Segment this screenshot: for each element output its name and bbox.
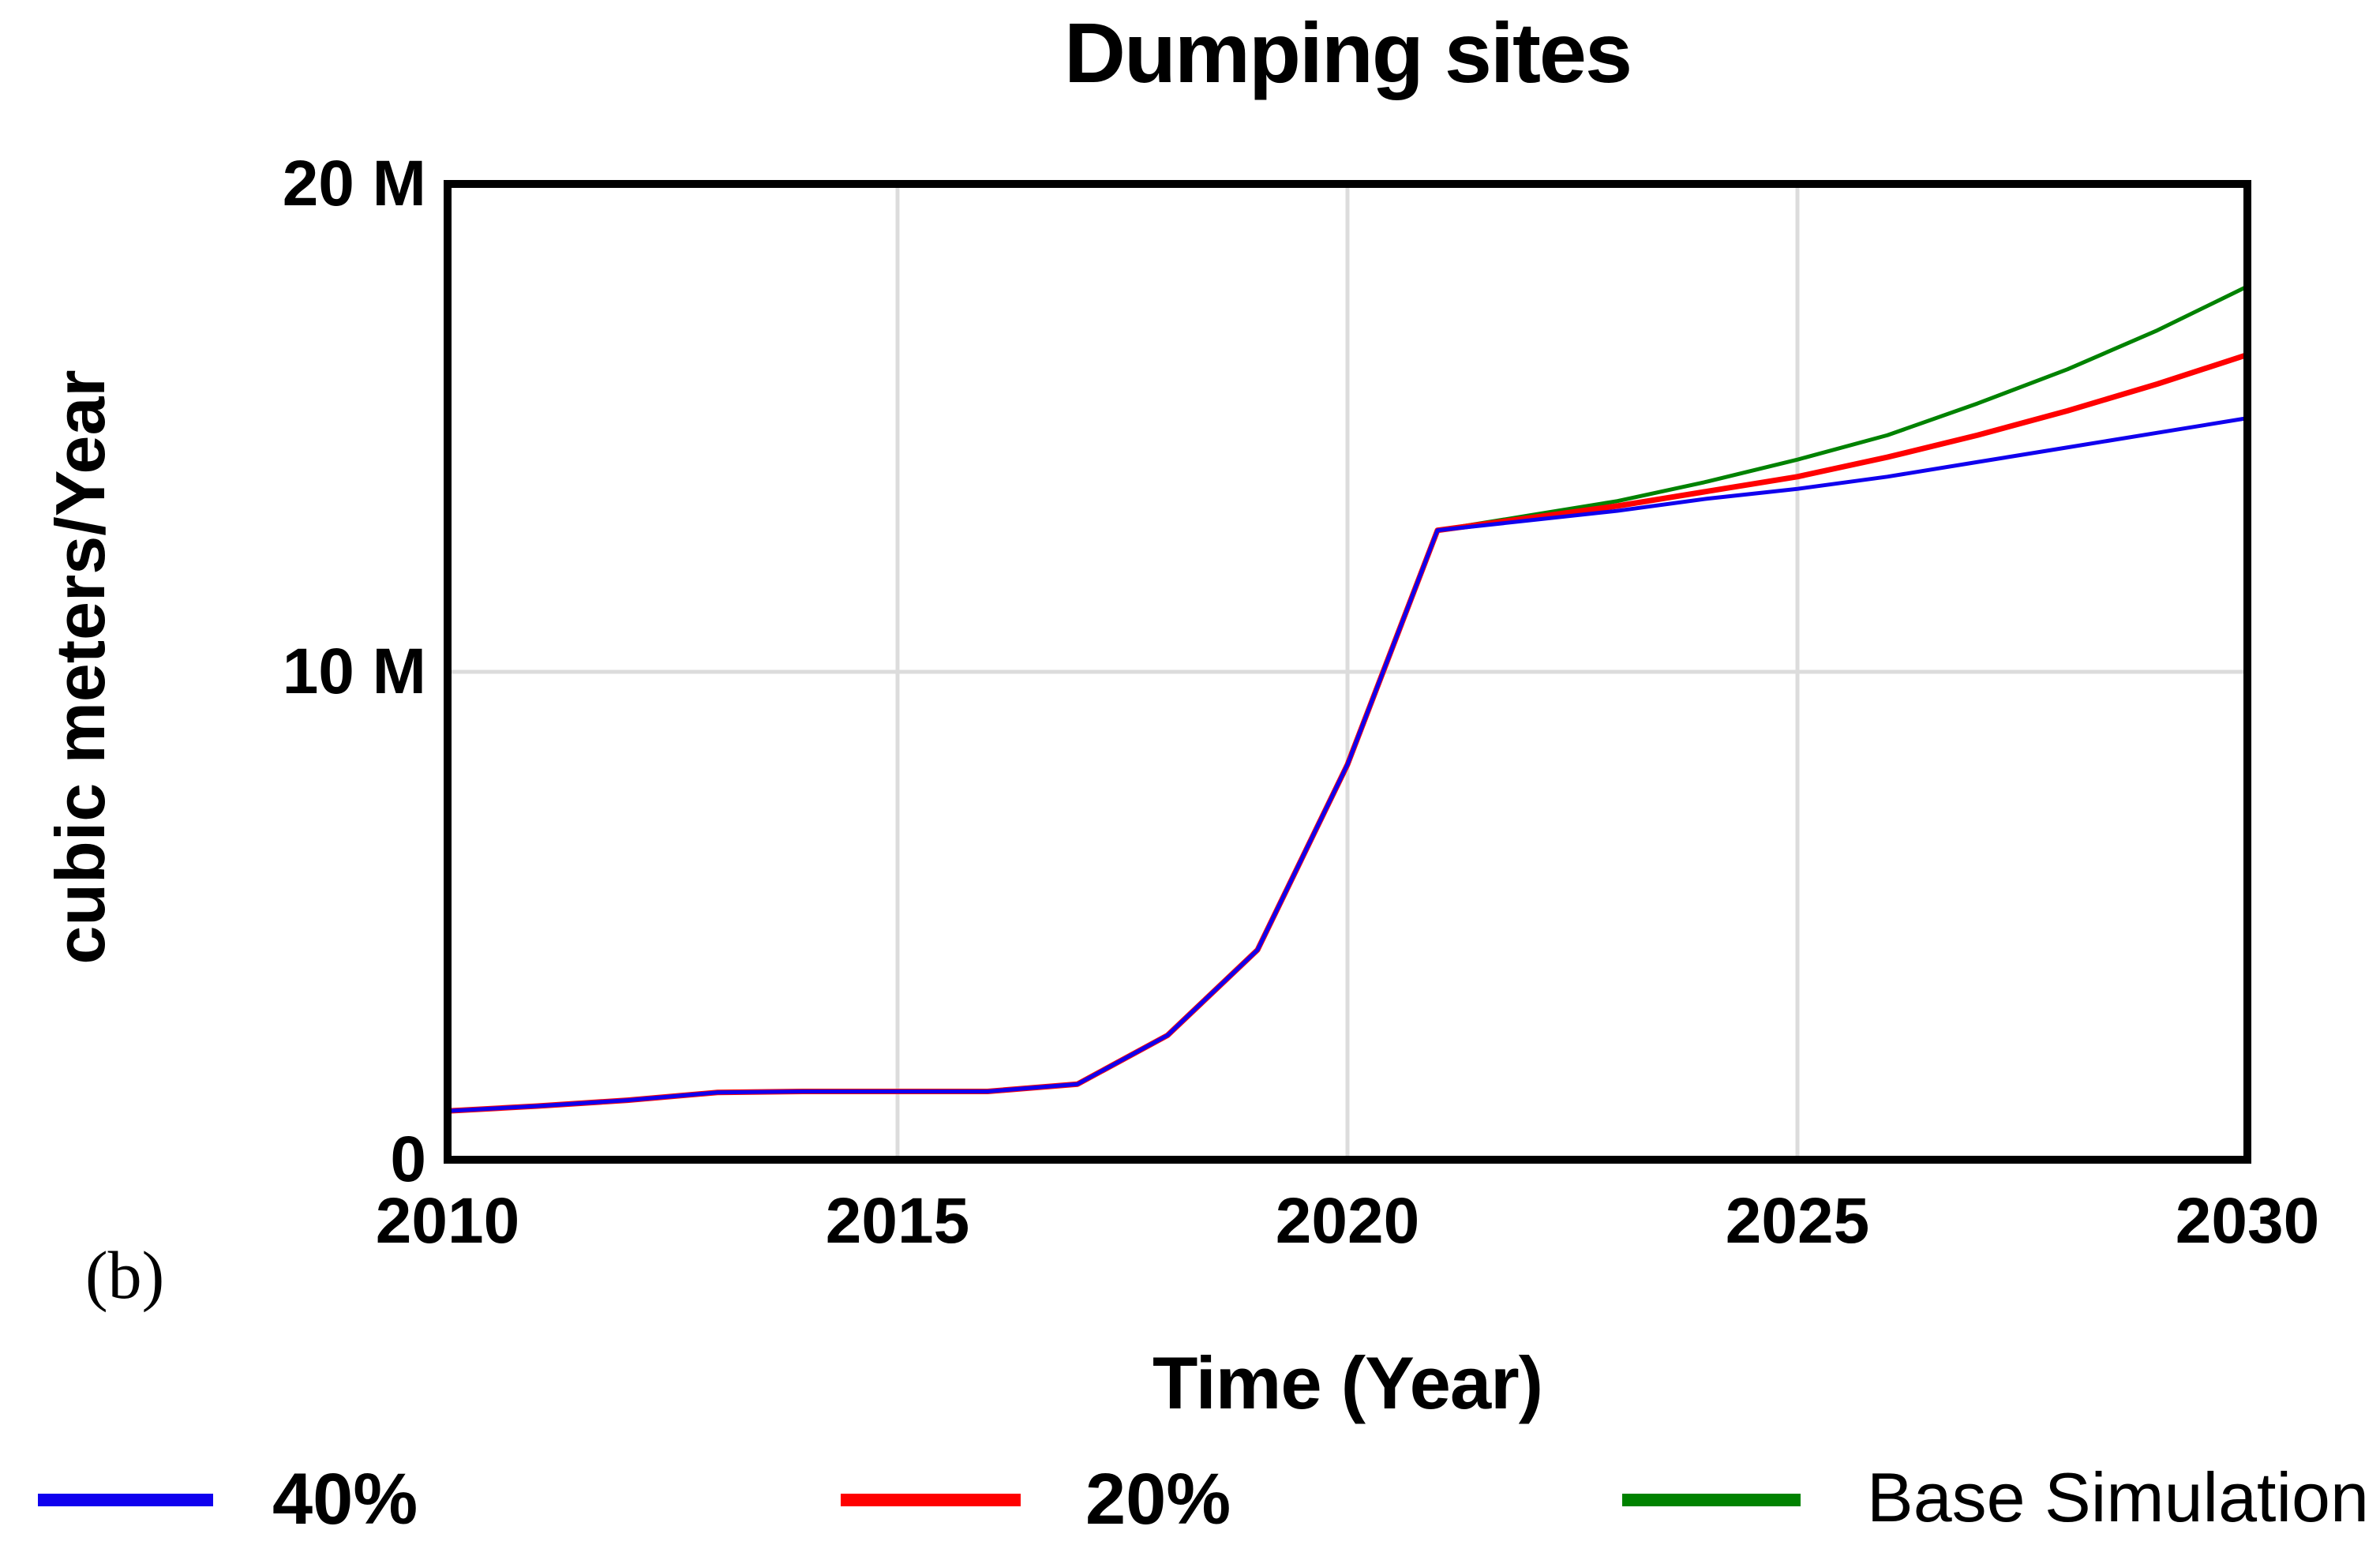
- x-tick-2015: 2015: [825, 1185, 970, 1257]
- x-tick-2020: 2020: [1275, 1185, 1420, 1257]
- plot-frame: [444, 180, 2251, 1164]
- legend-label-40-percent: 40%: [272, 1459, 418, 1539]
- chart-title: Dumping sites: [1063, 5, 1632, 100]
- x-tick-2030: 2030: [2175, 1185, 2320, 1257]
- y-tick-10m: 10 M: [282, 636, 426, 707]
- figure-panel-label: (b): [85, 1237, 165, 1313]
- x-tick-2025: 2025: [1725, 1185, 1870, 1257]
- legend-swatch-40-percent: [38, 1494, 213, 1506]
- x-tick-2010: 2010: [375, 1185, 520, 1257]
- legend-swatch-base-simulation: [1622, 1494, 1801, 1506]
- plot-area: [444, 180, 2251, 1164]
- y-tick-20m: 20 M: [282, 148, 426, 219]
- line-40-percent: [445, 416, 2250, 1113]
- y-tick-0: 0: [390, 1123, 426, 1195]
- legend-swatch-20-percent: [841, 1494, 1021, 1506]
- legend-label-base-simulation: Base Simulation: [1867, 1458, 2369, 1536]
- legend-label-20-percent: 20%: [1085, 1459, 1231, 1539]
- x-axis-label: Time (Year): [1152, 1341, 1543, 1424]
